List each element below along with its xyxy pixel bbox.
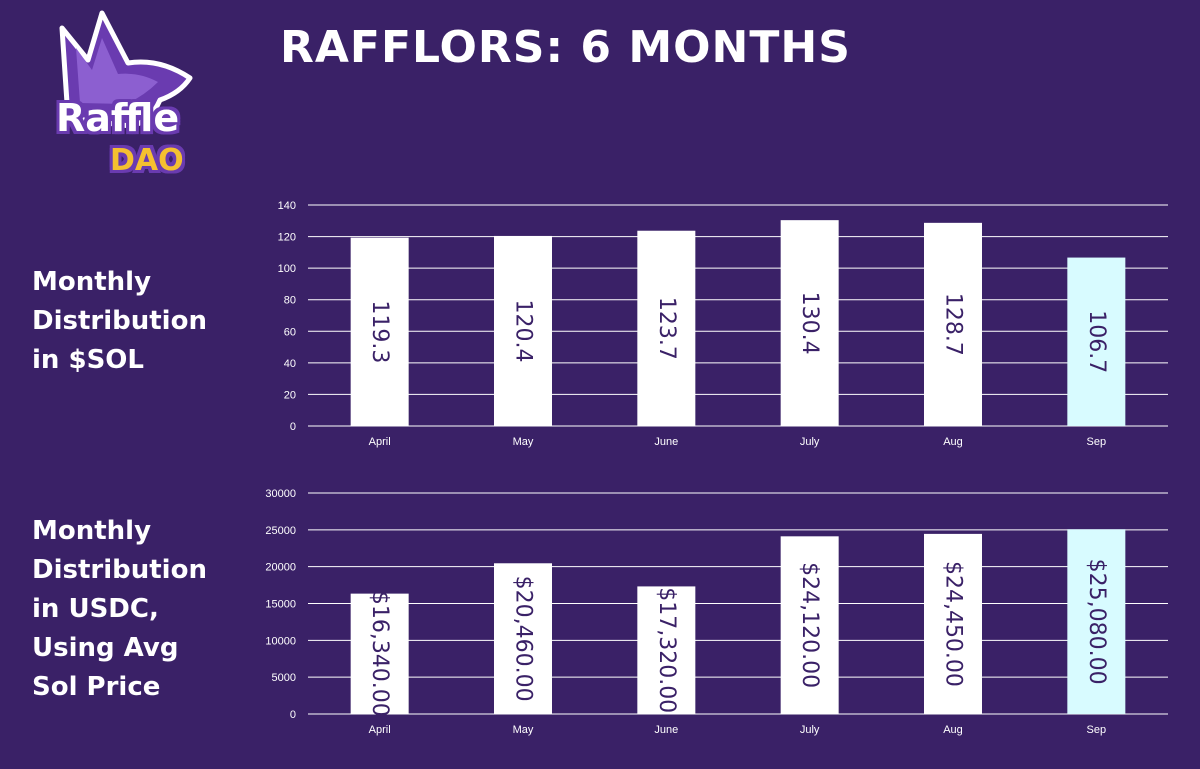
bar-value-label: $25,080.00 <box>1084 559 1109 685</box>
logo-dao-text: DAO <box>110 143 184 178</box>
x-category-label: May <box>513 724 534 736</box>
bar-may <box>494 235 552 426</box>
bar-sep <box>1067 529 1126 714</box>
x-category-label: April <box>369 724 391 736</box>
raffle-dao-logo: Raffle DAO <box>40 8 220 183</box>
y-tick-label: 140 <box>278 200 296 212</box>
bar-sep <box>1067 257 1126 426</box>
bar-aug <box>924 222 982 426</box>
x-category-label: June <box>654 436 678 448</box>
usdc-chart-label: Monthly Distribution in USDC, Using Avg … <box>32 516 207 702</box>
bar-value-label: $24,120.00 <box>797 562 822 688</box>
wolf-head-icon <box>59 10 193 129</box>
y-tick-label: 30000 <box>265 488 296 500</box>
bar-value-label: 120.4 <box>511 299 536 362</box>
x-category-label: July <box>800 436 820 448</box>
y-tick-label: 120 <box>278 232 296 244</box>
bar-july <box>780 220 839 426</box>
y-tick-label: 25000 <box>265 525 296 537</box>
x-category-label: Aug <box>943 724 963 736</box>
y-tick-label: 100 <box>278 263 296 275</box>
logo-raffle-text: Raffle <box>56 96 180 140</box>
y-tick-label: 15000 <box>265 599 296 611</box>
bar-value-label: $24,450.00 <box>941 561 966 687</box>
x-category-label: Sep <box>1087 724 1107 736</box>
bar-aug <box>924 533 982 714</box>
x-category-label: Aug <box>943 436 963 448</box>
x-category-label: July <box>800 724 820 736</box>
bar-value-label: $17,320.00 <box>654 587 679 713</box>
bar-value-label: 119.3 <box>367 300 392 363</box>
y-tick-label: 20 <box>284 389 296 401</box>
y-tick-label: 5000 <box>272 672 296 684</box>
bar-may <box>494 563 552 714</box>
bar-june <box>637 230 696 426</box>
x-category-label: April <box>369 436 391 448</box>
bar-april <box>350 237 409 426</box>
bar-june <box>637 586 696 714</box>
bar-value-label: 106.7 <box>1084 310 1109 373</box>
bar-value-label: 130.4 <box>797 292 822 355</box>
y-tick-label: 10000 <box>265 635 296 647</box>
x-category-label: May <box>513 436 534 448</box>
bar-value-label: $16,340.00 <box>367 591 392 717</box>
y-tick-label: 0 <box>290 709 296 721</box>
sol-chart-label: Monthly Distribution in $SOL <box>32 267 207 375</box>
y-tick-label: 0 <box>290 421 296 433</box>
x-category-label: June <box>654 724 678 736</box>
page-title: RAFFLORS: 6 MONTHS <box>280 22 851 73</box>
bar-april <box>350 593 409 714</box>
bar-july <box>780 536 839 714</box>
bar-value-label: 123.7 <box>654 297 679 360</box>
y-tick-label: 20000 <box>265 562 296 574</box>
y-tick-label: 40 <box>284 358 296 370</box>
x-category-label: Sep <box>1087 436 1107 448</box>
y-tick-label: 60 <box>284 326 296 338</box>
y-tick-label: 80 <box>284 295 296 307</box>
bar-value-label: 128.7 <box>941 293 966 356</box>
bar-value-label: $20,460.00 <box>511 576 536 702</box>
